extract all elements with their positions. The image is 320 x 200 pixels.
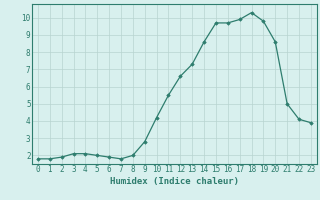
X-axis label: Humidex (Indice chaleur): Humidex (Indice chaleur) <box>110 177 239 186</box>
